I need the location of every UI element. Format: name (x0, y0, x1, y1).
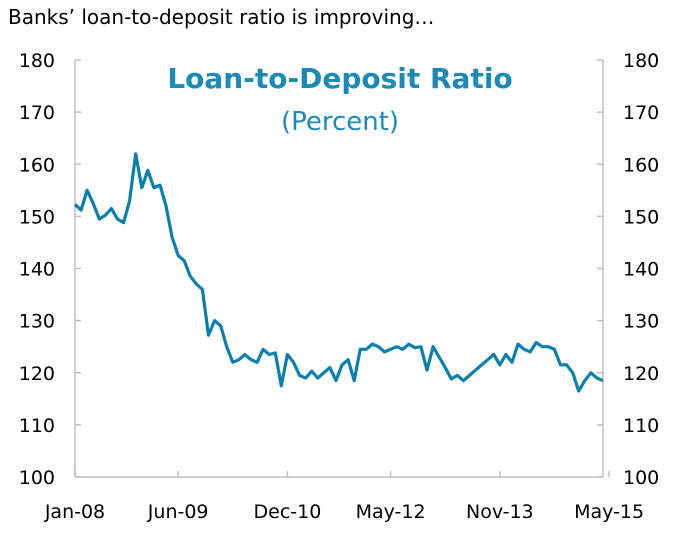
y-tick-label-left: 140 (19, 259, 55, 281)
series-line-loan-to-deposit (73, 152, 604, 393)
y-tick-label-right: 180 (623, 50, 659, 72)
x-tick-label: Nov-13 (466, 501, 534, 523)
y-tick-label-right: 160 (623, 154, 659, 176)
y-tick-label-right: 140 (623, 259, 659, 281)
x-tick-label: Jun-09 (147, 501, 209, 523)
y-tick-label-left: 180 (19, 50, 55, 72)
y-tick-label-right: 110 (623, 415, 659, 437)
y-tick-label-right: 100 (623, 467, 659, 489)
chart-header-caption: Banks’ loan-to-deposit ratio is improvin… (8, 5, 435, 29)
y-tick-label-right: 170 (623, 102, 659, 124)
y-tick-label-right: 150 (623, 206, 659, 228)
x-tick-label: May-12 (356, 501, 426, 523)
x-tick-label: May-15 (574, 501, 644, 523)
y-tick-label-right: 120 (623, 363, 659, 385)
chart-subtitle: (Percent) (281, 107, 399, 137)
y-tick-label-left: 100 (19, 467, 55, 489)
chart-title: Loan-to-Deposit Ratio (167, 62, 512, 95)
y-tick-label-left: 120 (19, 363, 55, 385)
x-tick-label: Dec-10 (254, 501, 322, 523)
y-tick-label-left: 130 (19, 311, 55, 333)
y-tick-label-left: 160 (19, 154, 55, 176)
chart-axes (74, 59, 610, 478)
tick-labels: 100 100 110 110 120 120 130 130 140 140 150 150 160 1… (19, 50, 660, 523)
y-tick-label-left: 170 (19, 102, 55, 124)
y-tick-label-left: 150 (19, 206, 55, 228)
y-tick-label-right: 130 (623, 311, 659, 333)
y-tick-label-left: 110 (19, 415, 55, 437)
x-tick-label: Jan-08 (44, 501, 105, 523)
